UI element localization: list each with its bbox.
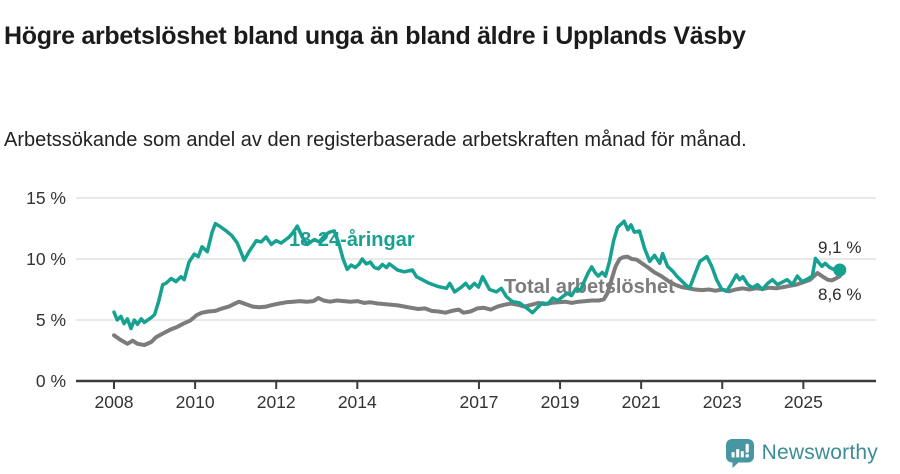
end-value-label-youth: 9,1 % bbox=[818, 238, 862, 257]
x-tick-label: 2023 bbox=[703, 392, 742, 412]
page-subtitle: Arbetssökande som andel av den registerb… bbox=[4, 129, 747, 151]
x-tick-label: 2014 bbox=[338, 392, 377, 412]
x-tick-label: 2010 bbox=[176, 392, 215, 412]
y-tick-label: 5 % bbox=[36, 310, 66, 330]
page-title: Högre arbetslöshet bland unga än bland ä… bbox=[4, 21, 746, 50]
x-tick-label: 2019 bbox=[541, 392, 580, 412]
x-tick-label: 2017 bbox=[459, 392, 498, 412]
series-end-dot-youth bbox=[833, 263, 847, 277]
newsworthy-brand-text: Newsworthy bbox=[761, 441, 878, 464]
x-tick-label: 2025 bbox=[784, 392, 823, 412]
end-value-label-total: 8,6 % bbox=[818, 285, 862, 304]
newsworthy-logo-icon bbox=[725, 438, 755, 468]
y-tick-label: 15 % bbox=[26, 188, 66, 208]
x-tick-label: 2021 bbox=[622, 392, 661, 412]
series-label-youth: 18-24-åringar bbox=[289, 229, 415, 251]
series-label-total: Total arbetslöshet bbox=[504, 276, 675, 298]
x-tick-label: 2012 bbox=[257, 392, 296, 412]
y-tick-label: 0 % bbox=[36, 371, 66, 391]
series-line-youth bbox=[112, 219, 842, 331]
x-tick-label: 2008 bbox=[95, 392, 134, 412]
series-line-total bbox=[112, 254, 842, 347]
y-tick-label: 10 % bbox=[26, 249, 66, 269]
newsworthy-brand-link[interactable]: Newsworthy bbox=[725, 438, 878, 468]
